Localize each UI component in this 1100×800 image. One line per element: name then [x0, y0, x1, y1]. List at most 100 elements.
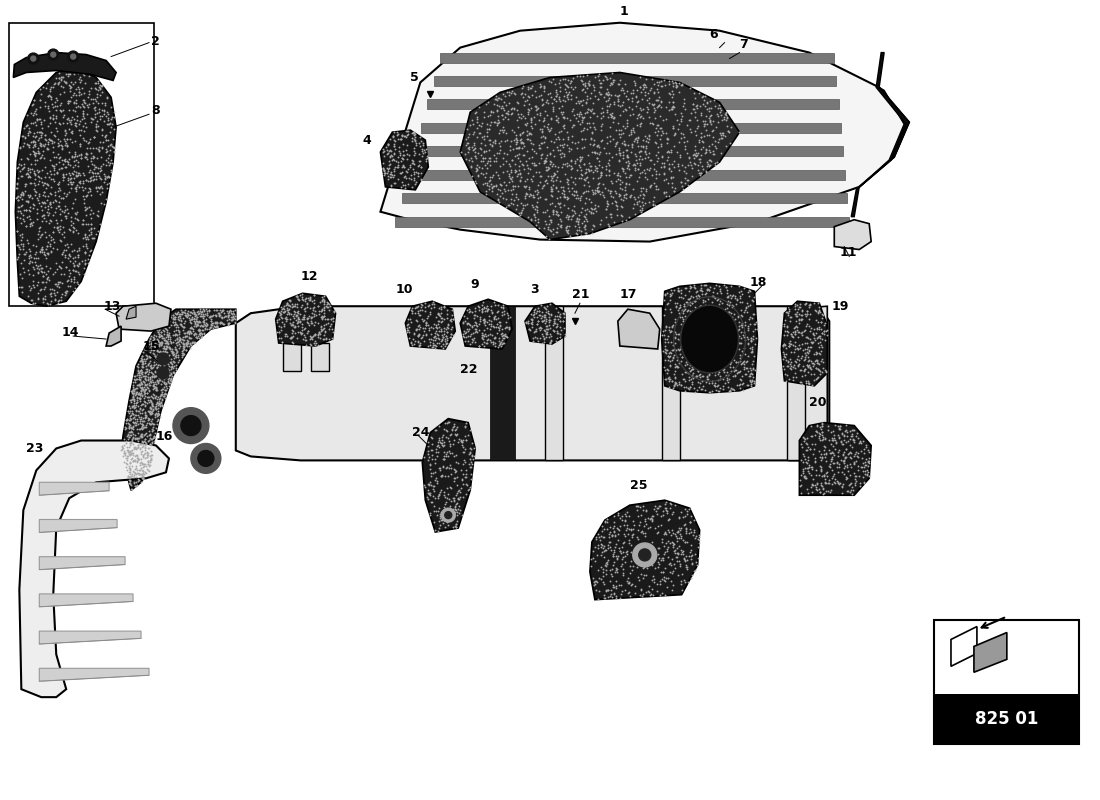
Point — [636, 189, 653, 202]
Point — [681, 522, 698, 535]
Point — [541, 328, 559, 341]
Point — [76, 230, 94, 243]
Point — [131, 406, 149, 419]
Point — [134, 467, 152, 480]
Point — [814, 417, 832, 430]
Point — [517, 179, 535, 192]
Point — [811, 332, 828, 345]
Point — [398, 138, 416, 151]
Point — [694, 347, 712, 360]
Point — [297, 338, 315, 351]
Point — [550, 126, 568, 138]
Point — [24, 197, 42, 210]
Point — [406, 130, 424, 143]
Point — [682, 510, 700, 522]
Point — [803, 469, 821, 482]
Point — [683, 337, 701, 350]
Point — [669, 548, 686, 561]
Point — [671, 558, 689, 570]
Point — [635, 548, 652, 561]
Point — [145, 380, 163, 393]
Point — [468, 323, 485, 336]
Point — [632, 86, 650, 98]
Point — [140, 405, 157, 418]
Point — [520, 90, 538, 103]
Point — [705, 364, 723, 377]
Point — [87, 170, 104, 182]
Point — [121, 414, 139, 426]
Point — [131, 403, 149, 416]
Point — [437, 417, 454, 430]
Point — [717, 106, 735, 119]
Point — [123, 443, 141, 456]
Point — [130, 387, 147, 400]
Point — [597, 560, 615, 573]
Point — [399, 163, 417, 176]
Point — [681, 114, 698, 126]
Point — [219, 308, 236, 321]
Point — [641, 553, 659, 566]
Point — [154, 312, 172, 325]
Point — [823, 446, 840, 458]
Point — [609, 90, 627, 102]
Point — [594, 575, 612, 588]
Point — [639, 150, 657, 163]
Point — [68, 155, 86, 168]
Point — [468, 165, 485, 178]
Point — [695, 365, 713, 378]
Point — [639, 562, 657, 574]
Point — [43, 158, 60, 171]
Point — [659, 349, 676, 362]
Point — [703, 366, 720, 378]
Point — [120, 406, 138, 419]
Point — [706, 369, 724, 382]
Point — [705, 329, 723, 342]
Point — [660, 513, 678, 526]
Point — [469, 320, 486, 333]
Point — [51, 276, 68, 289]
Point — [59, 68, 77, 81]
Point — [628, 195, 646, 208]
Point — [132, 430, 150, 443]
Point — [280, 302, 298, 315]
Point — [138, 410, 155, 423]
Point — [282, 332, 299, 345]
Point — [454, 324, 472, 337]
Point — [409, 306, 427, 319]
Point — [458, 478, 475, 490]
Point — [133, 418, 151, 431]
Point — [32, 130, 50, 143]
Point — [858, 459, 876, 472]
Point — [150, 397, 167, 410]
Point — [419, 493, 437, 506]
Point — [146, 376, 164, 389]
Point — [662, 165, 680, 178]
Point — [77, 190, 95, 202]
Point — [601, 153, 618, 166]
Point — [51, 199, 68, 212]
Point — [472, 154, 490, 167]
Point — [735, 306, 752, 318]
Point — [168, 318, 186, 331]
Point — [126, 375, 144, 388]
Point — [719, 376, 737, 389]
Point — [75, 100, 92, 113]
Point — [145, 389, 163, 402]
Point — [676, 554, 694, 567]
Point — [128, 470, 145, 483]
Point — [737, 319, 755, 332]
Point — [548, 110, 565, 122]
Point — [155, 367, 173, 380]
Point — [145, 333, 163, 346]
Point — [464, 127, 482, 140]
Point — [578, 123, 595, 136]
Point — [475, 313, 493, 326]
Point — [522, 314, 540, 326]
Point — [130, 405, 147, 418]
Point — [283, 318, 300, 330]
Point — [79, 160, 97, 173]
Point — [22, 116, 40, 129]
Point — [653, 551, 671, 564]
Point — [191, 320, 209, 333]
Point — [432, 325, 450, 338]
